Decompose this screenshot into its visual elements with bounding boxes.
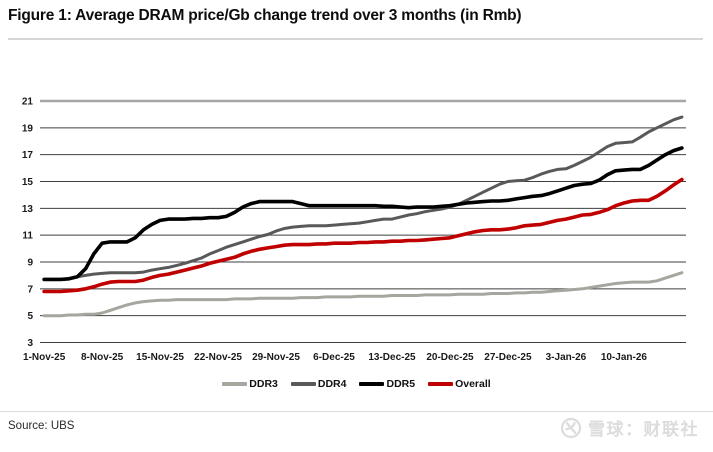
x-tick-label-27-Dec-25: 27-Dec-25 <box>484 352 532 363</box>
x-tick-label-8-Nov-25: 8-Nov-25 <box>81 352 124 363</box>
watermark-text: 雪球：财联社 <box>588 420 699 439</box>
x-tick-label-29-Nov-25: 29-Nov-25 <box>252 352 300 363</box>
y-tick-label-9: 9 <box>27 258 33 269</box>
legend-item-ddr5: DDR5 <box>359 378 415 390</box>
x-tick-label-10-Jan-26: 10-Jan-26 <box>601 352 648 363</box>
y-tick-label-19: 19 <box>22 123 34 134</box>
legend-label: DDR3 <box>249 378 278 390</box>
series-line-ddr3 <box>42 271 684 318</box>
x-tick-label-6-Dec-25: 6-Dec-25 <box>313 352 355 363</box>
legend-item-ddr4: DDR4 <box>290 378 347 390</box>
legend-label: DDR5 <box>386 378 416 390</box>
legend-label: DDR4 <box>317 378 347 390</box>
xueqiu-logo-icon <box>560 417 582 438</box>
series-line-ddr5 <box>42 146 684 282</box>
title-divider <box>8 38 703 40</box>
ddr4-line-swatch <box>290 382 316 386</box>
x-tick-label-3-Jan-26: 3-Jan-26 <box>546 352 587 363</box>
x-tick-label-13-Dec-25: 13-Dec-25 <box>368 352 416 363</box>
y-tick-label-3: 3 <box>27 338 33 349</box>
overall-line-swatch <box>428 382 454 386</box>
y-tick-label-13: 13 <box>22 204 34 215</box>
series-line-overall <box>42 177 684 294</box>
y-tick-label-7: 7 <box>27 284 33 295</box>
legend-item-overall: Overall <box>428 378 491 390</box>
series-line-ddr4 <box>42 115 684 281</box>
figure-title: Figure 1: Average DRAM price/Gb change t… <box>8 7 522 24</box>
y-tick-label-15: 15 <box>22 177 34 188</box>
chart-legend: DDR3 DDR4 DDR5 Overall <box>0 378 713 390</box>
y-tick-label-21: 21 <box>22 97 34 108</box>
x-tick-label-22-Nov-25: 22-Nov-25 <box>194 352 242 363</box>
y-tick-label-17: 17 <box>22 150 34 161</box>
footer-divider <box>0 411 713 412</box>
ddr5-line-swatch <box>359 382 385 386</box>
watermark: 雪球：财联社 <box>560 415 699 440</box>
legend-item-ddr3: DDR3 <box>222 378 278 390</box>
legend-label: Overall <box>455 378 491 390</box>
y-tick-label-5: 5 <box>27 311 33 322</box>
ddr3-line-swatch <box>222 382 248 386</box>
x-tick-label-20-Dec-25: 20-Dec-25 <box>426 352 474 363</box>
source-note: Source: UBS <box>8 420 75 432</box>
y-tick-label-11: 11 <box>22 231 33 242</box>
x-tick-label-15-Nov-25: 15-Nov-25 <box>136 352 184 363</box>
x-tick-label-1-Nov-25: 1-Nov-25 <box>23 352 66 363</box>
